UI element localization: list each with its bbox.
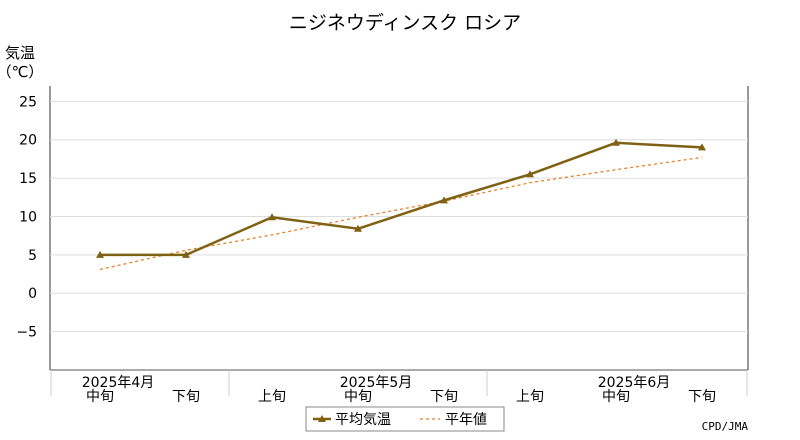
legend-label-avg: 平均気温 [335, 412, 391, 428]
data-point-average [440, 196, 448, 204]
y-tick-labels: −5 0 5 10 15 20 25 [16, 94, 37, 340]
x-tick-label: 中旬 [602, 389, 630, 405]
x-tick-label: 下旬 [172, 389, 200, 405]
y-axis-label-line2: （℃） [0, 63, 43, 81]
y-tick-label: −5 [16, 325, 37, 341]
series-layer [96, 138, 706, 271]
data-point-average [526, 170, 534, 178]
x-month-label: 2025年6月 [598, 375, 671, 391]
y-tick-label: 20 [19, 133, 37, 149]
plot-background [50, 86, 748, 370]
data-point-average [182, 250, 190, 258]
x-tick-label: 上旬 [516, 389, 544, 405]
x-tick-label: 中旬 [86, 389, 114, 405]
data-point-average [612, 138, 620, 146]
x-tick-labels: 中旬 下旬 上旬 中旬 下旬 上旬 中旬 下旬 2025年4月 2025年5月 2025年6月 [50, 370, 748, 405]
y-tick-label: 5 [28, 248, 37, 264]
x-tick-label: 上旬 [258, 389, 286, 405]
data-point-average [698, 143, 706, 151]
data-point-average [268, 213, 276, 221]
x-month-label: 2025年5月 [340, 375, 413, 391]
legend-marker-avg [318, 415, 326, 422]
y-tick-label: 10 [19, 209, 37, 225]
y-tick-label: 15 [19, 171, 37, 187]
y-tick-label: 0 [28, 286, 37, 302]
series-line-average [100, 141, 703, 257]
x-tick-label: 下旬 [430, 389, 458, 405]
data-point-average [354, 224, 362, 232]
legend: 平均気温 平年値 [305, 406, 505, 432]
chart-title: ニジネウディンスク ロシア [289, 12, 521, 34]
credit-text: CPD/JMA [702, 420, 749, 433]
y-tick-label: 25 [19, 94, 37, 110]
x-month-label: 2025年4月 [82, 375, 155, 391]
legend-label-normal: 平年値 [445, 412, 487, 428]
x-tick-label: 中旬 [344, 389, 372, 405]
y-axis-label-line1: 気温 [5, 44, 35, 62]
plot-area [49, 86, 749, 371]
data-point-average [96, 250, 104, 258]
legend-box [305, 406, 505, 432]
x-tick-label: 下旬 [688, 389, 716, 405]
